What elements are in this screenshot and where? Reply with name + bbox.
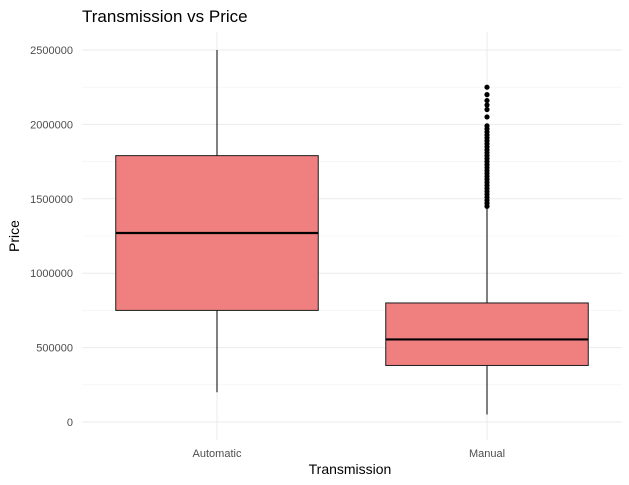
box-manual: [385, 84, 589, 415]
y-tick-label: 0: [67, 417, 73, 429]
x-axis-title: Transmission: [309, 461, 392, 477]
x-tick-label: Automatic: [193, 448, 242, 460]
chart-title: Transmission vs Price: [82, 7, 248, 26]
boxes: [115, 50, 589, 415]
outlier-point: [484, 102, 490, 108]
x-axis-ticks: Automatic Manual: [193, 448, 506, 460]
y-axis-title: Price: [6, 220, 22, 252]
outlier-point: [484, 92, 490, 98]
box-automatic: [115, 50, 319, 393]
outlier-point: [484, 106, 490, 113]
y-tick-label: 2000000: [30, 119, 73, 131]
outlier-point: [484, 84, 490, 90]
box-iqr: [385, 302, 589, 366]
outlier-point: [484, 97, 490, 104]
outlier-point: [484, 114, 490, 120]
x-tick-label: Manual: [469, 448, 505, 460]
outlier-point: [484, 123, 490, 129]
y-axis-ticks: 0 500000 1000000 1500000 2000000 2500000: [30, 45, 73, 429]
y-tick-label: 1000000: [30, 268, 73, 280]
y-tick-label: 1500000: [30, 194, 73, 206]
y-tick-label: 500000: [36, 343, 73, 355]
y-tick-label: 2500000: [30, 45, 73, 57]
